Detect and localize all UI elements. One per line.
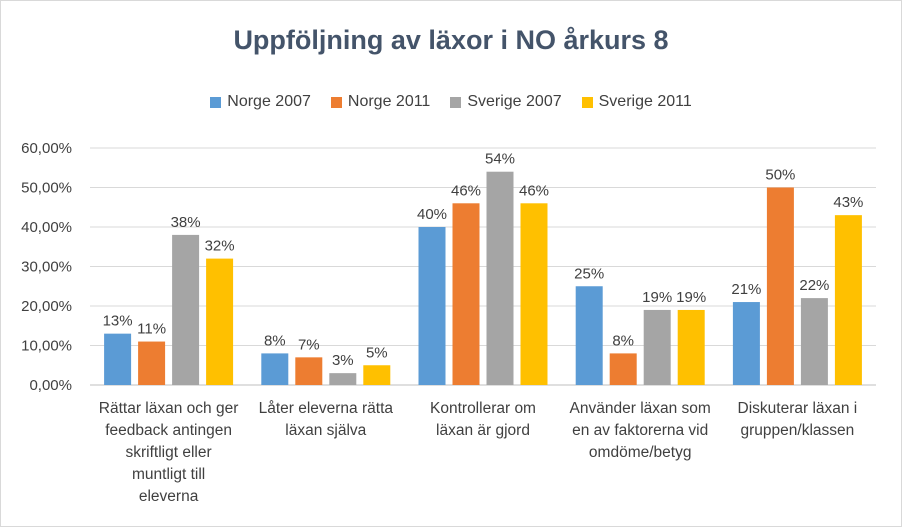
data-label: 11% (137, 321, 166, 338)
data-label: 38% (171, 214, 201, 231)
data-label: 5% (366, 344, 388, 361)
data-label: 19% (642, 289, 672, 306)
bar (138, 341, 166, 385)
y-tick-label: 60,00% (21, 140, 72, 157)
legend-swatch (210, 96, 222, 108)
legend-label: Norge 2011 (347, 93, 431, 110)
chart-title: Uppföljning av läxor i NO årkurs 8 (233, 25, 669, 55)
y-tick-label: 30,00% (21, 259, 72, 276)
legend-item-sverige-2007: Sverige 2007 (450, 93, 562, 111)
data-label: 46% (519, 182, 549, 199)
y-tick-label: 0,00% (29, 377, 72, 394)
data-label: 19% (676, 289, 706, 306)
bar (206, 258, 234, 385)
bar (295, 357, 323, 385)
bar (261, 353, 289, 385)
data-label: 7% (298, 336, 320, 353)
bar (520, 203, 548, 385)
data-label: 32% (205, 238, 235, 255)
data-label: 40% (417, 206, 447, 223)
bar (172, 234, 200, 385)
category-label: Rättar läxan och ger feedback antingen s… (98, 400, 239, 505)
y-tick-label: 40,00% (21, 219, 72, 236)
bar (452, 203, 480, 385)
bar (486, 171, 514, 385)
legend-label: Sverige 2011 (598, 93, 692, 110)
data-label: 13% (103, 313, 133, 330)
category-label: Kontrollerar om läxan är gjord (430, 400, 536, 439)
category-label: Låter eleverna rätta läxan själva (258, 400, 393, 439)
data-label: 22% (799, 277, 829, 294)
legend-label: Norge 2007 (227, 93, 311, 110)
data-label: 46% (451, 182, 481, 199)
data-label: 50% (765, 167, 795, 184)
category-label: Diskuterar läxan i gruppen/klassen (737, 400, 858, 439)
y-tick-label: 50,00% (21, 180, 72, 197)
y-tick-label: 10,00% (21, 338, 72, 355)
legend-item-norge-2011: Norge 2011 (330, 93, 431, 111)
bar (732, 302, 760, 385)
data-label: 43% (833, 194, 863, 211)
data-label: 8% (612, 332, 634, 349)
data-label: 54% (485, 151, 515, 168)
legend-swatch (330, 96, 342, 108)
bar (834, 215, 862, 385)
y-tick-label: 20,00% (21, 298, 72, 315)
legend-label: Sverige 2007 (467, 93, 562, 110)
bar (609, 353, 637, 385)
legend-item-norge-2007: Norge 2007 (210, 93, 311, 111)
bar (104, 333, 132, 385)
legend-swatch (581, 96, 593, 108)
legend: Norge 2007 Norge 2011 Sverige 2007 Sveri… (0, 91, 902, 113)
data-label: 25% (574, 265, 604, 282)
bar (363, 365, 391, 385)
bar (766, 187, 794, 385)
data-label: 21% (731, 281, 761, 298)
legend-item-sverige-2011: Sverige 2011 (581, 93, 692, 111)
bar (800, 298, 828, 385)
legend-swatch (450, 96, 462, 108)
bar (677, 309, 705, 385)
data-label: 3% (332, 352, 354, 369)
bar (418, 227, 446, 385)
category-label: Använder läxan som en av faktorerna vid … (569, 400, 711, 461)
data-label: 8% (264, 332, 286, 349)
bar (643, 309, 671, 385)
bar (575, 286, 603, 385)
bar (329, 373, 357, 385)
